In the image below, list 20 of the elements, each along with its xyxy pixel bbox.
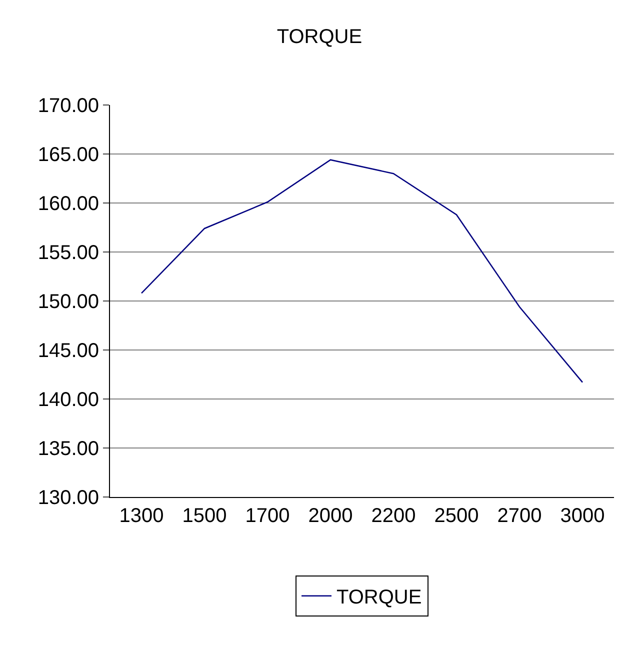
- x-tick-label: 1300: [119, 505, 164, 527]
- y-tick-label: 145.00: [38, 340, 99, 362]
- x-tick-label: 2000: [308, 505, 353, 527]
- chart-title: TORQUE: [276, 26, 362, 48]
- y-tick-label: 170.00: [38, 95, 99, 117]
- x-tick-label: 2700: [497, 505, 542, 527]
- line-series: [140, 159, 584, 383]
- x-tick-label: 1700: [245, 505, 290, 527]
- y-tick-label: 160.00: [38, 193, 99, 215]
- y-tick-label: 155.00: [38, 242, 99, 264]
- y-tick-label: 130.00: [38, 487, 99, 509]
- legend-label: TORQUE: [336, 586, 422, 609]
- y-tick-label: 165.00: [38, 144, 99, 166]
- x-tick-label: 2500: [434, 505, 479, 527]
- x-tick-label: 2200: [371, 505, 416, 527]
- x-tick-label: 3000: [560, 505, 605, 527]
- x-tick-label: 1500: [182, 505, 227, 527]
- y-tick-label: 140.00: [38, 389, 99, 411]
- y-tick-label: 135.00: [38, 438, 99, 460]
- y-tick-label: 150.00: [38, 291, 99, 313]
